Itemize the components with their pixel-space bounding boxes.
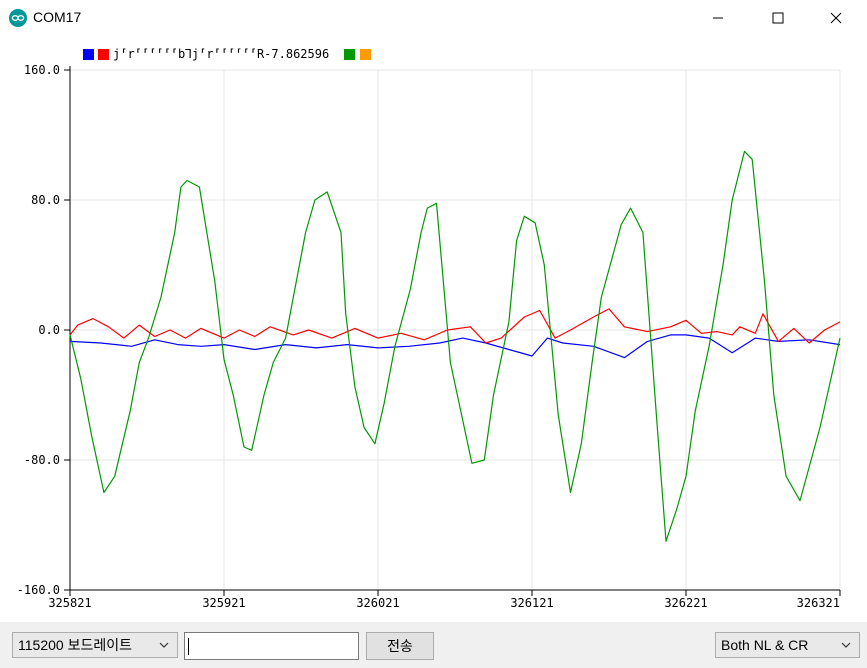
x-tick-label: 326221 (664, 596, 707, 610)
close-icon (830, 12, 842, 24)
maximize-icon (772, 12, 784, 24)
legend-swatch-orange (360, 49, 371, 60)
arduino-icon (9, 9, 27, 27)
x-tick-label: 326121 (510, 596, 553, 610)
x-tick-label: 326021 (356, 596, 399, 610)
legend-swatch-blue (83, 49, 94, 60)
serial-input[interactable] (184, 632, 359, 660)
maximize-button[interactable] (755, 0, 801, 36)
x-tick-label: 325921 (202, 596, 245, 610)
serial-plotter: j⸢r⸢⸢⸢⸢⸢⸢b⅂j⸢r⸢⸢⸢⸢⸢⸢R-7.862596 160.0 80.0… (0, 36, 867, 622)
y-tick-label: 0.0 (38, 323, 60, 337)
send-button[interactable]: 전송 (366, 632, 434, 660)
legend-label: j⸢r⸢⸢⸢⸢⸢⸢b⅂j⸢r⸢⸢⸢⸢⸢⸢R-7.862596 (113, 47, 329, 61)
chevron-down-icon (841, 642, 851, 648)
legend-swatch-red (98, 49, 109, 60)
y-tick-label: -80.0 (24, 453, 60, 467)
series-line (69, 308, 841, 344)
close-button[interactable] (813, 0, 859, 36)
minimize-button[interactable] (695, 0, 741, 36)
window-titlebar: COM17 (0, 0, 867, 36)
x-tick-label: 325821 (48, 596, 91, 610)
line-ending-select[interactable]: Both NL & CR (715, 632, 860, 658)
chevron-down-icon (159, 642, 169, 648)
plot-canvas: j⸢r⸢⸢⸢⸢⸢⸢b⅂j⸢r⸢⸢⸢⸢⸢⸢R-7.862596 160.0 80.0… (17, 47, 841, 610)
baud-rate-select[interactable]: 115200 보드레이트 (12, 632, 178, 658)
series-line (69, 150, 841, 542)
legend-swatch-green (344, 49, 355, 60)
window-title: COM17 (33, 9, 82, 25)
bottom-toolbar: 115200 보드레이트 전송 Both NL & CR (0, 622, 867, 668)
y-tick-label: -160.0 (17, 583, 60, 597)
text-caret (188, 638, 189, 655)
legend: j⸢r⸢⸢⸢⸢⸢⸢b⅂j⸢r⸢⸢⸢⸢⸢⸢R-7.862596 (83, 47, 371, 61)
x-tick-label: 326321 (797, 596, 840, 610)
minimize-icon (713, 17, 723, 19)
y-tick-label: 80.0 (31, 193, 60, 207)
line-ending-label: Both NL & CR (721, 637, 809, 653)
baud-rate-label: 115200 보드레이트 (18, 637, 132, 653)
y-tick-label: 160.0 (24, 63, 60, 77)
